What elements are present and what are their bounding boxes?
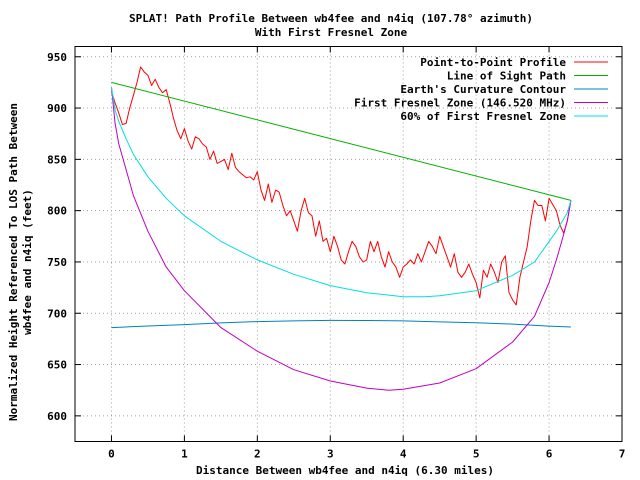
y-axis-label-line2: wb4fee and n4iq (feet): [21, 189, 34, 335]
legend-line-of-sight-label: Line of Sight Path: [447, 70, 566, 83]
y-axis-label-line1: Normalized Height Referenced To LOS Path…: [7, 103, 20, 421]
series-group: [111, 66, 572, 391]
plot-frame: [74, 46, 623, 442]
y-tick-label: 650: [47, 359, 67, 372]
x-axis-label: Distance Between wb4fee and n4iq (6.30 m…: [196, 464, 494, 477]
legend-fresnel-zone-label: First Fresnel Zone (146.520 MHz): [354, 97, 566, 110]
y-tick-label: 950: [47, 51, 67, 64]
chart-subtitle: With First Fresnel Zone: [255, 26, 408, 39]
series-line-fresnel-60: [111, 87, 572, 298]
series-line-earth-curvature: [111, 319, 571, 329]
legend-profile-label: Point-to-Point Profile: [420, 56, 566, 69]
y-tick-label: 850: [47, 153, 67, 166]
legend-fresnel-60-label: 60% of First Fresnel Zone: [400, 110, 566, 123]
chart-title: SPLAT! Path Profile Between wb4fee and n…: [129, 12, 533, 25]
series-line-of-sight: [111, 81, 572, 201]
x-tick-label: 1: [181, 448, 188, 461]
legend-earth-curvature-label: Earth's Curvature Contour: [400, 83, 566, 96]
x-tick-label: 0: [108, 448, 115, 461]
x-tick-label: 7: [619, 448, 626, 461]
series-line-profile: [111, 66, 572, 306]
x-tick-label: 6: [546, 448, 553, 461]
axis-ticks: 600 650 700 750 800 850 900 950 0 1 2 3 4 5 6 7: [47, 46, 626, 461]
x-tick-label: 4: [400, 448, 407, 461]
y-tick-label: 800: [47, 205, 67, 218]
x-tick-label: 5: [473, 448, 480, 461]
y-tick-label: 700: [47, 307, 67, 320]
series-line-fresnel-zone: [111, 87, 572, 391]
y-tick-label: 600: [47, 410, 67, 423]
x-tick-label: 2: [254, 448, 261, 461]
y-tick-label: 900: [47, 102, 67, 115]
x-tick-label: 3: [327, 448, 334, 461]
y-tick-label: 750: [47, 256, 67, 269]
